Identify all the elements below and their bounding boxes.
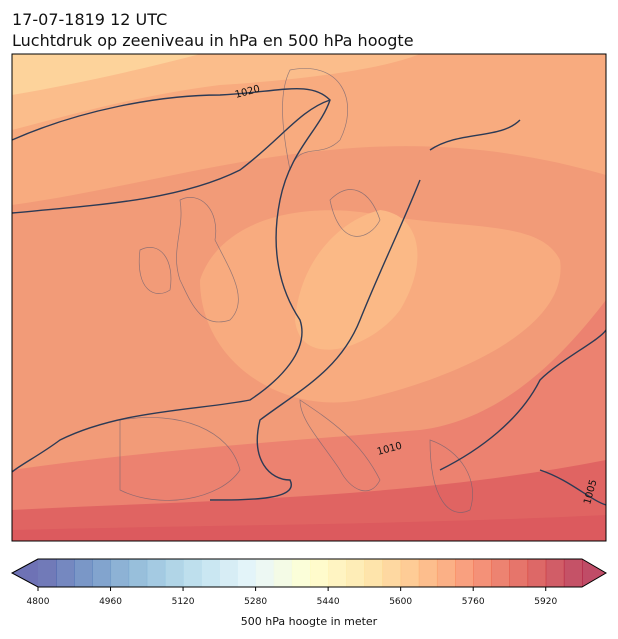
subtitle: Luchtdruk op zeeniveau in hPa en 500 hPa… (12, 31, 414, 50)
colorbar-extend-low (12, 559, 38, 587)
colorbar-segment (56, 559, 75, 587)
colorbar-tick-label: 5280 (244, 597, 267, 607)
colorbar-segment (183, 559, 202, 587)
colorbar-segment (164, 559, 184, 587)
colorbar-segment (436, 559, 456, 587)
colorbar-extend-high (582, 559, 606, 587)
colorbar-segment (491, 559, 510, 587)
colorbar-segment (328, 559, 347, 587)
colorbar-segment (291, 559, 311, 587)
colorbar-segment (74, 559, 93, 587)
colorbar-label: 500 hPa hoogte in meter (241, 615, 378, 628)
colorbar-segment (527, 559, 547, 587)
colorbar-segment (219, 559, 238, 587)
colorbar-segment (418, 559, 438, 587)
colorbar-segment (273, 559, 293, 587)
colorbar-outline (10, 558, 607, 588)
colorbar-tick-label: 4800 (27, 597, 50, 607)
colorbar-segment (310, 559, 329, 587)
map: 1020 1010 1005 (11, 53, 607, 542)
colorbar-segment (509, 559, 529, 587)
colorbar: 4800 4960 5120 5280 5440 5600 5760 5920 (10, 558, 607, 607)
colorbar-segment (38, 559, 57, 587)
colorbar-segment (346, 559, 365, 587)
colorbar-tick-label: 5120 (172, 597, 195, 607)
colorbar-tick-label: 5760 (462, 597, 485, 607)
colorbar-segment (146, 559, 166, 587)
colorbar-segment (128, 559, 148, 587)
colorbar-segment (545, 559, 565, 587)
title: 17-07-1819 12 UTC (12, 10, 167, 29)
colorbar-tick-label: 5600 (389, 597, 412, 607)
map-frame (11, 53, 607, 542)
colorbar-segment (201, 559, 220, 587)
colorbar-segment (455, 559, 474, 587)
colorbar-tick-label: 5920 (534, 597, 557, 607)
colorbar-segment (237, 559, 257, 587)
colorbar-tick-label: 5440 (317, 597, 340, 607)
colorbar-segment (110, 559, 130, 587)
colorbar-segment (255, 559, 275, 587)
colorbar-segment (364, 559, 384, 587)
colorbar-tick-label: 4960 (99, 597, 122, 607)
colorbar-segment (400, 559, 420, 587)
colorbar-segment (473, 559, 492, 587)
colorbar-segment (382, 559, 402, 587)
colorbar-segment (563, 559, 583, 587)
colorbar-segment (92, 559, 112, 587)
